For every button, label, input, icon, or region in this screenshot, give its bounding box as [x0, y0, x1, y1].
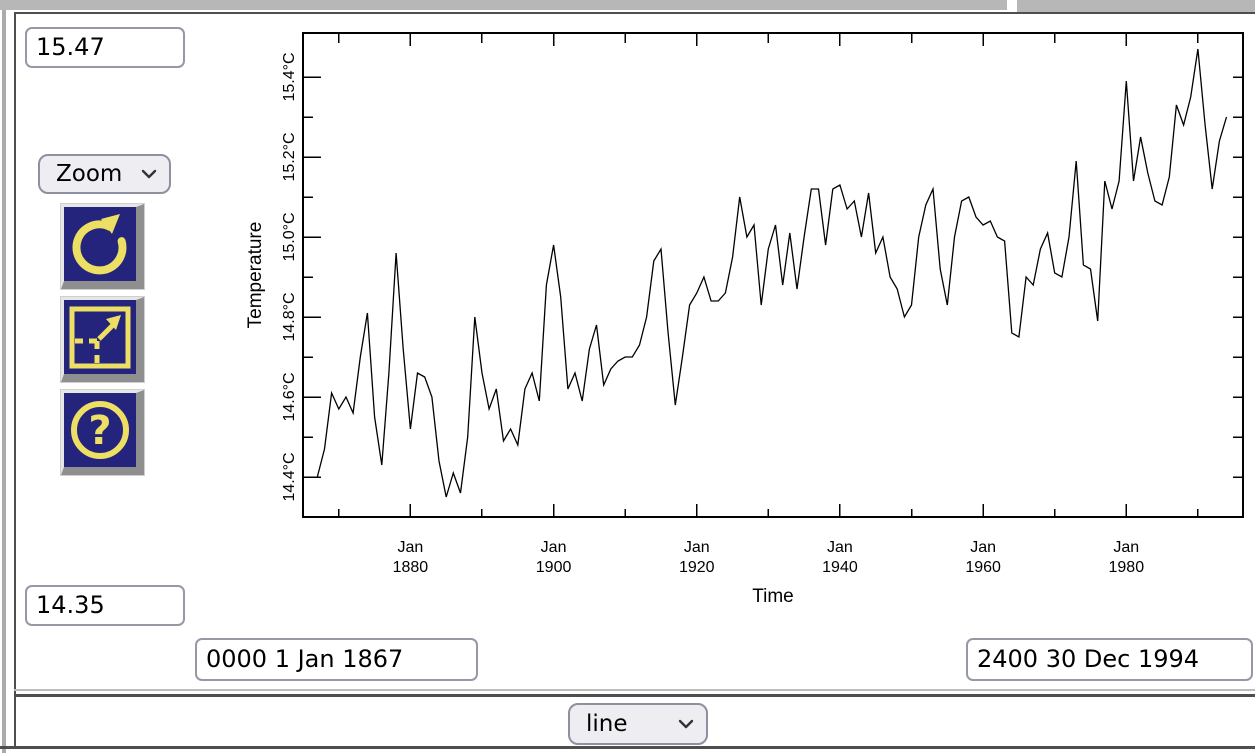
question-mark-icon: ? — [71, 401, 129, 459]
x-tick-label-month: Jan — [684, 539, 710, 556]
frame-left-outer-border — [2, 10, 6, 753]
expand-region-button[interactable] — [60, 296, 145, 383]
x-tick-label-month: Jan — [827, 539, 853, 556]
x-tick-label-year: 1900 — [536, 559, 572, 576]
mode-select[interactable]: Zoom — [38, 154, 171, 194]
plot-type-select[interactable]: line — [568, 703, 708, 745]
panel-separator — [14, 694, 1255, 697]
x-tick-label-month: Jan — [970, 539, 996, 556]
y-tick-label: 15.0°C — [281, 212, 298, 261]
y-axis-min-input[interactable] — [25, 585, 185, 626]
expand-arrow-icon — [69, 306, 131, 369]
y-tick-label: 15.4°C — [281, 52, 298, 101]
x-axis-title: Time — [752, 586, 794, 607]
y-tick-label: 14.6°C — [281, 372, 298, 421]
frame-left-inner-border — [14, 12, 16, 748]
reset-view-button[interactable] — [60, 203, 145, 290]
chevron-down-icon — [141, 169, 157, 179]
help-button[interactable]: ? — [60, 389, 145, 476]
plot-border — [302, 32, 1244, 518]
timeseries-chart[interactable]: Jan 1880 Jan 1900 Jan 1920 Jan 1940 Jan 1960 Jan 19… — [0, 0, 1255, 700]
rotate-ccw-icon — [72, 214, 127, 275]
series-line-temperature — [316, 48, 1228, 498]
frame-top-border — [14, 12, 1255, 14]
window-title-bar-right — [1017, 0, 1255, 12]
y-axis-max-input[interactable] — [25, 27, 185, 68]
x-tick-label-month: Jan — [1113, 539, 1139, 556]
panel-separator-highlight — [14, 689, 1255, 691]
window-title-bar-left — [0, 0, 1007, 10]
y-tick-label: 14.8°C — [281, 292, 298, 341]
chevron-down-icon — [678, 719, 694, 729]
mode-select-value: Zoom — [56, 161, 123, 187]
y-axis-title: Temperature — [245, 222, 266, 329]
x-tick-label-year: 1880 — [393, 559, 429, 576]
x-tick-label-month: Jan — [541, 539, 567, 556]
y-tick-label: 14.4°C — [281, 452, 298, 501]
help-glyph: ? — [88, 408, 111, 454]
plot-type-value: line — [586, 711, 628, 737]
time-start-input[interactable] — [195, 638, 478, 681]
frame-bottom-border — [0, 746, 1255, 749]
x-tick-label-year: 1920 — [679, 559, 715, 576]
y-tick-label: 15.2°C — [281, 132, 298, 181]
x-tick-label-year: 1960 — [965, 559, 1001, 576]
x-tick-label-year: 1980 — [1109, 559, 1145, 576]
time-end-input[interactable] — [966, 638, 1253, 681]
x-tick-label-year: 1940 — [822, 559, 858, 576]
x-tick-label-month: Jan — [397, 539, 423, 556]
